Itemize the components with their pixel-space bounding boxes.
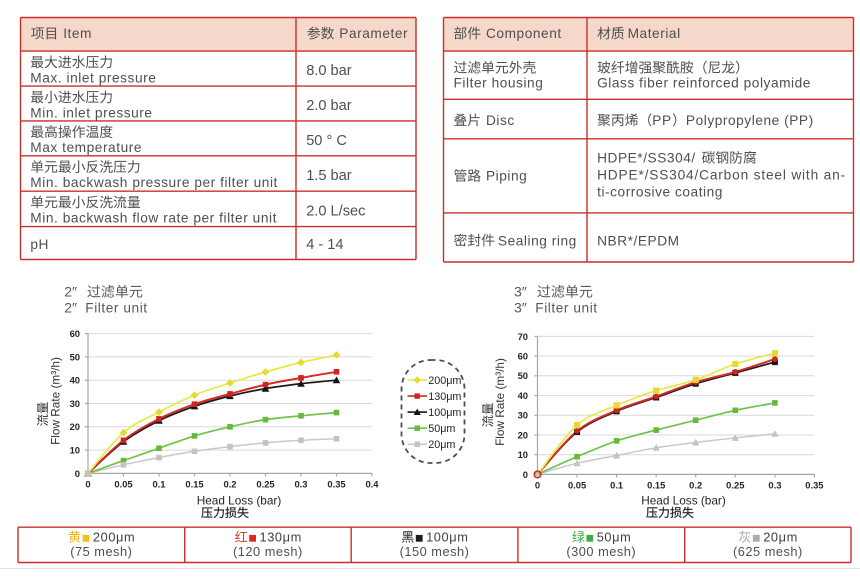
svg-text:PP: PP (652, 113, 671, 128)
svg-text:(300 mesh): (300 mesh) (566, 544, 636, 559)
svg-text:(120 mesh): (120 mesh) (233, 544, 303, 559)
svg-text:(150 mesh): (150 mesh) (400, 544, 470, 559)
svg-text:20: 20 (70, 421, 80, 432)
svg-text:0.2: 0.2 (223, 479, 236, 490)
svg-text:Flow Rate (m³/h): Flow Rate (m³/h) (48, 357, 62, 445)
svg-text:ti-corrosive coating: ti-corrosive coating (597, 185, 723, 200)
svg-text:Filter housing: Filter housing (454, 75, 544, 90)
svg-text:Glass fiber reinforced polyami: Glass fiber reinforced polyamide (597, 75, 811, 90)
svg-text:20: 20 (518, 429, 528, 440)
svg-text:Component: Component (486, 26, 562, 41)
svg-text:Head Loss (bar): Head Loss (bar) (197, 494, 282, 508)
svg-text:0.25: 0.25 (726, 480, 744, 491)
svg-text:0.05: 0.05 (568, 480, 586, 491)
svg-text:Filter unit: Filter unit (85, 300, 147, 315)
svg-text:HDPE*/SS304/: HDPE*/SS304/ (597, 151, 696, 166)
svg-text:30: 30 (70, 398, 80, 409)
svg-text:2″: 2″ (64, 299, 77, 315)
svg-text:130μm: 130μm (428, 391, 461, 403)
svg-text:200μm: 200μm (93, 530, 135, 545)
svg-text:50: 50 (70, 351, 80, 362)
svg-text:Piping: Piping (486, 169, 527, 184)
svg-text:70: 70 (518, 331, 528, 342)
svg-text:Min. backwash flow rate per fi: Min. backwash flow rate per filter unit (30, 210, 277, 225)
svg-text:0.35: 0.35 (327, 479, 345, 490)
svg-text:200μm: 200μm (428, 375, 461, 387)
svg-text:40: 40 (70, 375, 80, 386)
svg-text:60: 60 (518, 351, 528, 362)
svg-text:0.3: 0.3 (768, 480, 781, 491)
svg-text:Min. backwash pressure per fil: Min. backwash pressure per filter unit (30, 175, 278, 190)
svg-text:60: 60 (70, 328, 80, 339)
svg-text:Flow Rate (m³/h): Flow Rate (m³/h) (493, 358, 507, 446)
svg-text:(625 mesh): (625 mesh) (733, 544, 803, 559)
svg-text:Max. inlet pressure: Max. inlet pressure (30, 70, 156, 85)
svg-text:0: 0 (535, 480, 540, 491)
svg-text:30: 30 (518, 410, 528, 421)
svg-text:130μm: 130μm (260, 530, 302, 545)
svg-text:10: 10 (70, 445, 80, 456)
svg-text:0.15: 0.15 (185, 479, 203, 490)
svg-text:20μm: 20μm (428, 439, 455, 451)
svg-text:0: 0 (85, 479, 90, 490)
svg-text:0.35: 0.35 (805, 480, 823, 491)
svg-text:Item: Item (63, 26, 92, 41)
svg-text:2″: 2″ (64, 284, 77, 300)
svg-text:Sealing ring: Sealing ring (498, 233, 577, 248)
svg-text:0: 0 (523, 469, 528, 480)
svg-text:50μm: 50μm (428, 423, 455, 435)
svg-text:3″: 3″ (514, 299, 527, 315)
svg-text:8.0 bar: 8.0 bar (306, 63, 352, 79)
svg-text:0.15: 0.15 (647, 480, 665, 491)
svg-text:2.0 L/sec: 2.0 L/sec (306, 203, 365, 219)
svg-text:2.0 bar: 2.0 bar (306, 98, 352, 114)
svg-text:0.1: 0.1 (152, 479, 165, 490)
svg-text:0.1: 0.1 (610, 480, 623, 491)
svg-text:HDPE*/SS304/Carbon steel with: HDPE*/SS304/Carbon steel with an- (597, 168, 845, 183)
svg-text:Min. inlet pressure: Min. inlet pressure (30, 105, 152, 120)
svg-text:100μm: 100μm (426, 530, 468, 545)
svg-text:Polypropylene (PP): Polypropylene (PP) (686, 113, 814, 128)
svg-text:10: 10 (518, 449, 528, 460)
svg-text:(75 mesh): (75 mesh) (70, 544, 132, 559)
svg-text:0.4: 0.4 (365, 479, 379, 490)
svg-text:0.25: 0.25 (256, 479, 274, 490)
svg-text:Filter unit: Filter unit (535, 300, 597, 315)
svg-text:pH: pH (30, 237, 49, 252)
svg-text:3″: 3″ (514, 284, 527, 300)
svg-text:Head Loss (bar): Head Loss (bar) (641, 493, 726, 507)
svg-text:NBR*/EPDM: NBR*/EPDM (597, 233, 680, 248)
svg-text:0.05: 0.05 (114, 479, 132, 490)
svg-text:50 ° C: 50 ° C (306, 133, 347, 149)
svg-text:Material: Material (628, 26, 681, 41)
svg-text:4 - 14: 4 - 14 (306, 237, 343, 253)
svg-text:100μm: 100μm (428, 407, 461, 419)
svg-text:Disc: Disc (486, 113, 515, 128)
svg-text:50: 50 (518, 370, 528, 381)
svg-text:0.3: 0.3 (294, 479, 307, 490)
svg-text:1.5 bar: 1.5 bar (306, 168, 352, 184)
svg-text:0: 0 (75, 468, 80, 479)
svg-text:50μm: 50μm (597, 530, 632, 545)
svg-text:Parameter: Parameter (339, 26, 408, 41)
svg-text:Max temperature: Max temperature (30, 140, 142, 155)
svg-text:0.2: 0.2 (689, 480, 702, 491)
svg-text:20μm: 20μm (763, 530, 798, 545)
svg-text:40: 40 (518, 390, 528, 401)
